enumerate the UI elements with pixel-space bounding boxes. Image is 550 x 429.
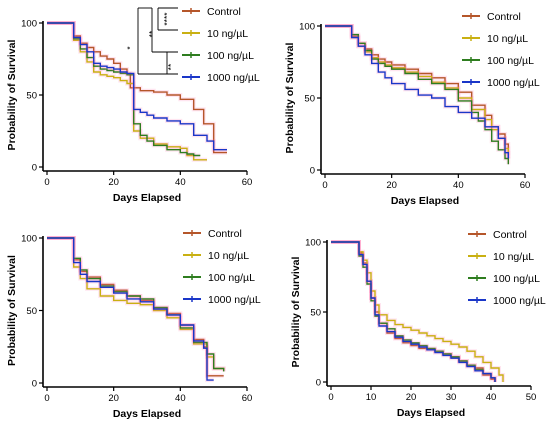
series-halo [325, 24, 511, 159]
series-line-4 [331, 241, 496, 382]
chart-panel-3: 0 20 40 60 0 50 100 Days Elapsed Probability of … [6, 228, 261, 420]
x-tick-label: 30 [446, 392, 457, 403]
significance-label: * [125, 46, 135, 50]
legend-label: Control [487, 11, 521, 23]
y-tick-label: 100 [299, 22, 315, 33]
x-tick-label: 60 [242, 177, 253, 188]
x-tick-label: 0 [44, 177, 49, 188]
y-tick-label: 0 [32, 379, 37, 390]
series-halo [331, 240, 497, 382]
legend-label: 10 ng/µL [207, 28, 248, 40]
legend-label: Control [207, 6, 241, 18]
legend-label: 100 ng/µL [487, 55, 534, 67]
x-axis-title: Days Elapsed [113, 408, 181, 420]
legend-label: 100 ng/µL [493, 273, 540, 285]
chart-panel-2: 0 20 40 60 0 50 100 Days Elapsed Probability of … [284, 11, 540, 207]
chart-panel-4: 0 10 20 30 40 50 0 50 100 Days Elapsed Probability… [290, 229, 546, 419]
legend-label: 1000 ng/µL [487, 77, 540, 89]
y-tick-label: 50 [304, 94, 315, 105]
legend-label: 100 ng/µL [208, 272, 255, 284]
series-halo [47, 21, 207, 162]
legend-label: 100 ng/µL [207, 50, 254, 62]
x-axis-title: Days Elapsed [391, 195, 459, 207]
legend-label: 1000 ng/µL [493, 295, 546, 307]
y-tick-label: 50 [310, 308, 321, 319]
series-line-2 [47, 22, 207, 161]
x-tick-label: 10 [366, 392, 377, 403]
series-halo [331, 240, 505, 382]
series-line-4 [47, 22, 227, 151]
x-tick-label: 50 [526, 392, 537, 403]
x-tick-label: 20 [406, 392, 417, 403]
legend-label: 10 ng/µL [208, 250, 249, 262]
x-tick-label: 20 [108, 177, 119, 188]
x-axis-title: Days Elapsed [113, 192, 181, 204]
series-line-1 [47, 22, 227, 154]
series-halo [47, 236, 214, 383]
significance-label: ** [166, 63, 176, 70]
x-axis-title: Days Elapsed [397, 407, 465, 419]
legend-label: Control [493, 229, 527, 241]
x-tick-label: 60 [520, 180, 531, 191]
y-axis-title: Probability of Survival [6, 39, 18, 150]
y-axis-title: Probability of Survival [290, 256, 302, 367]
x-tick-label: 40 [175, 177, 186, 188]
significance-label: **** [162, 12, 172, 26]
legend-label: Control [208, 228, 242, 240]
y-axis-title: Probability of Survival [284, 42, 296, 153]
x-tick-label: 20 [108, 393, 119, 404]
chart-panel-1: 0 20 40 60 0 50 100 Days Elapsed Probability of … [6, 6, 260, 204]
y-tick-label: 100 [21, 234, 37, 245]
x-tick-label: 0 [328, 392, 333, 403]
x-tick-label: 20 [386, 180, 397, 191]
y-tick-label: 50 [26, 91, 37, 102]
series-halo [331, 240, 497, 382]
series-halo [331, 240, 497, 382]
legend-label: 10 ng/µL [487, 33, 528, 45]
series-line-3 [47, 22, 201, 157]
legend-label: 10 ng/µL [493, 251, 534, 263]
y-tick-label: 0 [32, 163, 37, 174]
x-tick-label: 40 [175, 393, 186, 404]
legend-label: 1000 ng/µL [207, 72, 260, 84]
legend-label: 1000 ng/µL [208, 294, 261, 306]
significance-brackets: ********* [125, 7, 178, 75]
y-tick-label: 0 [316, 378, 321, 389]
y-tick-label: 100 [21, 19, 37, 30]
x-tick-label: 0 [44, 393, 49, 404]
y-axis-title: Probability of Survival [6, 255, 18, 366]
series-halo [47, 21, 201, 158]
x-tick-label: 40 [486, 392, 497, 403]
series-line-2 [331, 241, 504, 382]
significance-label: ** [147, 30, 157, 37]
x-tick-label: 60 [242, 393, 253, 404]
series-line-4 [47, 237, 214, 381]
series-line-1 [331, 241, 496, 382]
y-tick-label: 50 [26, 306, 37, 317]
x-tick-label: 0 [322, 180, 327, 191]
x-tick-label: 40 [453, 180, 464, 191]
y-tick-label: 100 [305, 238, 321, 249]
series-line-4 [325, 25, 509, 159]
y-tick-label: 0 [310, 166, 315, 177]
series-line-3 [331, 241, 496, 382]
